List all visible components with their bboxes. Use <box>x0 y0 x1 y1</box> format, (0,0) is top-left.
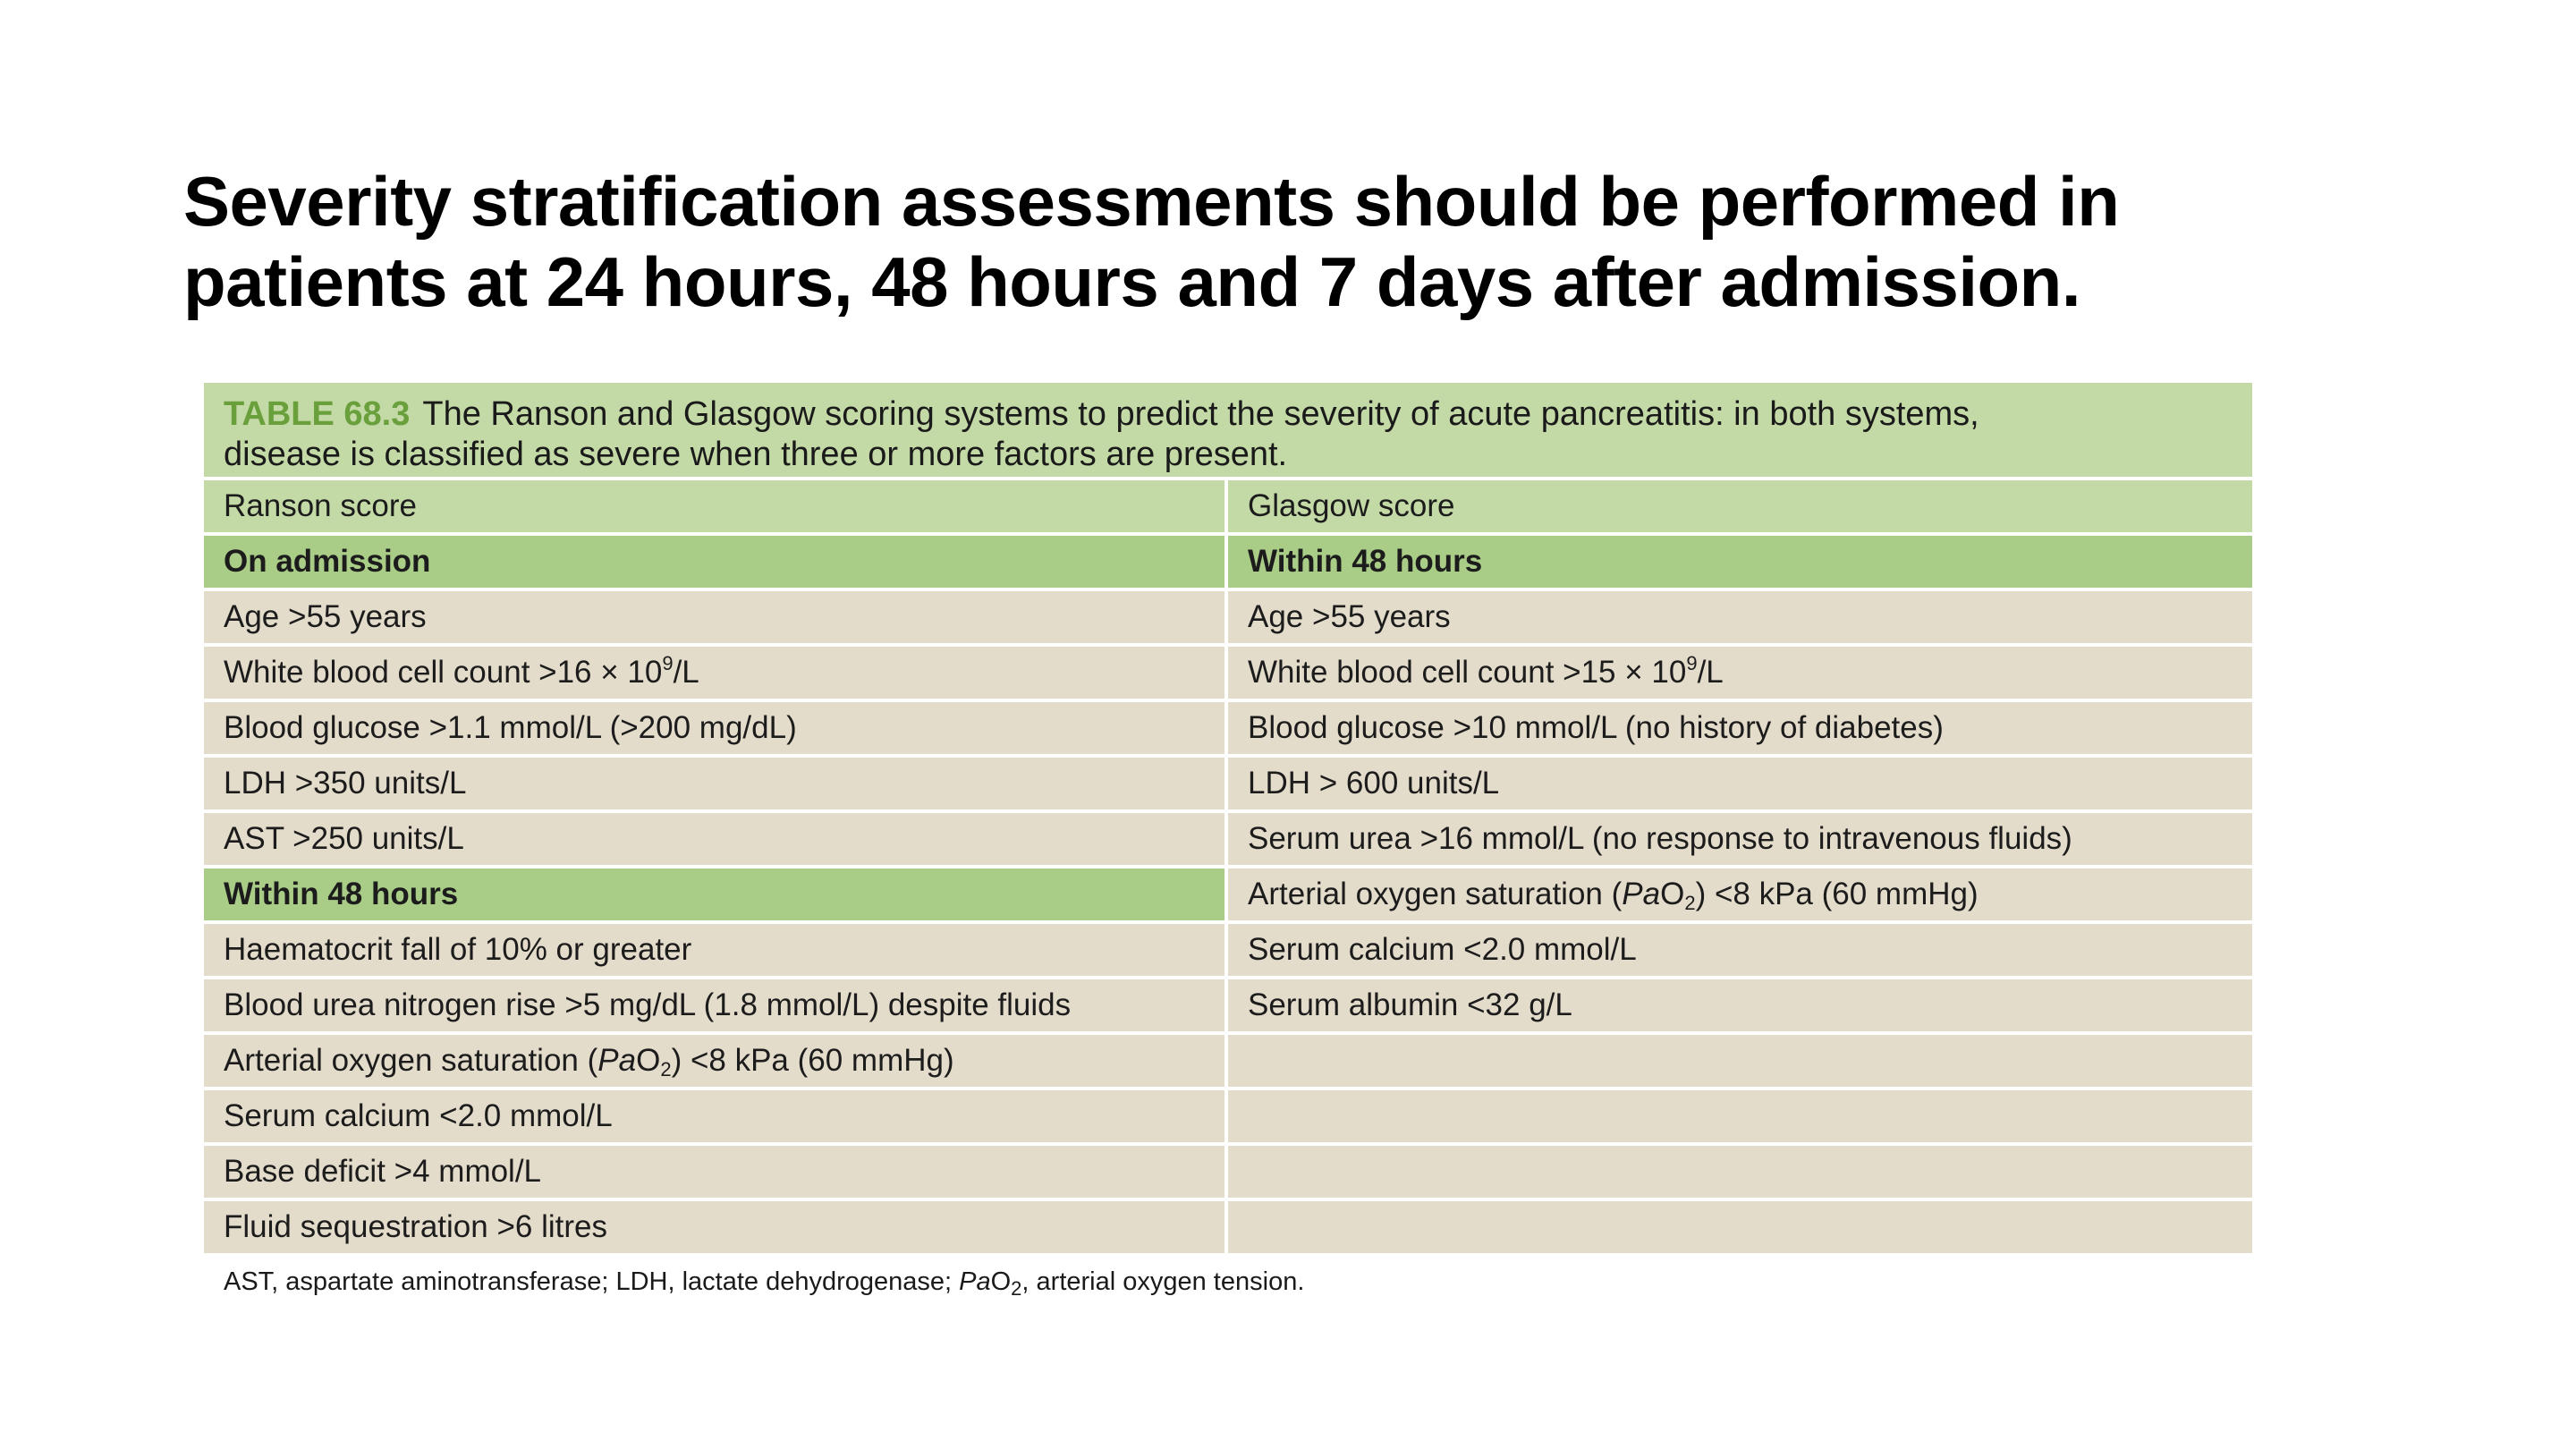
glasgow-score-header: Glasgow score <box>1228 480 2252 536</box>
table-row: Blood glucose >1.1 mmol/L (>200 mg/dL) B… <box>204 702 2252 758</box>
o-letter: O <box>990 1267 1012 1296</box>
italic-pa: Pa <box>597 1043 637 1078</box>
criterion-text: Arterial oxygen saturation ( <box>224 1043 598 1078</box>
glasgow-empty-cell <box>1228 1090 2252 1146</box>
footnote-definition: , arterial oxygen tension. <box>1021 1267 1305 1296</box>
table-row: White blood cell count >16 × 109/L White… <box>204 647 2252 702</box>
glasgow-empty-cell <box>1228 1201 2252 1257</box>
glasgow-criterion: White blood cell count >15 × 109/L <box>1228 647 2252 702</box>
glasgow-criterion: Arterial oxygen saturation (PaO2) <8 kPa… <box>1228 869 2252 924</box>
criterion-threshold: ) <8 kPa (60 mmHg) <box>1695 877 1979 911</box>
caption-line-1: The Ranson and Glasgow scoring systems t… <box>422 395 1979 433</box>
criterion-text: Arterial oxygen saturation ( <box>1248 877 1623 911</box>
ranson-section-on-admission: On admission <box>204 536 1228 591</box>
table-footnote: AST, aspartate aminotransferase; LDH, la… <box>204 1264 2252 1300</box>
score-table: Ranson score Glasgow score On admission … <box>204 480 2252 1257</box>
table-row: On admission Within 48 hours <box>204 536 2252 591</box>
glasgow-criterion: Blood glucose >10 mmol/L (no history of … <box>1228 702 2252 758</box>
table-row: Blood urea nitrogen rise >5 mg/dL (1.8 m… <box>204 979 2252 1035</box>
glasgow-criterion: Serum albumin <32 g/L <box>1228 979 2252 1035</box>
scoring-table-figure: TABLE 68.3 The Ranson and Glasgow scoring… <box>204 383 2252 1300</box>
ranson-criterion: Serum calcium <2.0 mmol/L <box>204 1090 1228 1146</box>
italic-pa: Pa <box>959 1267 991 1296</box>
ranson-score-header: Ranson score <box>204 480 1228 536</box>
o-letter: O <box>636 1043 661 1078</box>
criterion-threshold: ) <8 kPa (60 mmHg) <box>671 1043 954 1078</box>
superscript: 9 <box>1686 652 1698 674</box>
table-header-row: Ranson score Glasgow score <box>204 480 2252 536</box>
glasgow-empty-cell <box>1228 1035 2252 1090</box>
ranson-criterion: Fluid sequestration >6 litres <box>204 1201 1228 1257</box>
ranson-criterion: Blood urea nitrogen rise >5 mg/dL (1.8 m… <box>204 979 1228 1035</box>
ranson-criterion: LDH >350 units/L <box>204 758 1228 813</box>
ranson-criterion: Base deficit >4 mmol/L <box>204 1146 1228 1201</box>
ranson-section-within-48-hours: Within 48 hours <box>204 869 1228 924</box>
glasgow-criterion: LDH > 600 units/L <box>1228 758 2252 813</box>
ranson-criterion: Arterial oxygen saturation (PaO2) <8 kPa… <box>204 1035 1228 1090</box>
table-row: Base deficit >4 mmol/L <box>204 1146 2252 1201</box>
table-row: Serum calcium <2.0 mmol/L <box>204 1090 2252 1146</box>
ranson-criterion: AST >250 units/L <box>204 813 1228 869</box>
subscript: 2 <box>1011 1277 1022 1300</box>
slide-title-line-2: patients at 24 hours, 48 hours and 7 day… <box>183 242 2081 321</box>
footnote-abbreviations: AST, aspartate aminotransferase; LDH, la… <box>224 1267 960 1296</box>
criterion-text: White blood cell count >16 × 10 <box>224 655 663 690</box>
slide-title-line-1: Severity stratification assessments shou… <box>183 162 2120 241</box>
glasgow-criterion: Age >55 years <box>1228 591 2252 647</box>
ranson-criterion: Haematocrit fall of 10% or greater <box>204 924 1228 979</box>
table-row: LDH >350 units/L LDH > 600 units/L <box>204 758 2252 813</box>
ranson-criterion: Blood glucose >1.1 mmol/L (>200 mg/dL) <box>204 702 1228 758</box>
criterion-unit: /L <box>1697 655 1724 690</box>
caption-line-2: disease is classified as severe when thr… <box>224 436 1288 473</box>
table-caption: TABLE 68.3 The Ranson and Glasgow scoring… <box>204 383 2252 477</box>
criterion-unit: /L <box>673 655 699 690</box>
glasgow-criterion: Serum calcium <2.0 mmol/L <box>1228 924 2252 979</box>
glasgow-criterion: Serum urea >16 mmol/L (no response to in… <box>1228 813 2252 869</box>
o-letter: O <box>1660 877 1685 911</box>
criterion-text: White blood cell count >15 × 10 <box>1248 655 1687 690</box>
glasgow-empty-cell <box>1228 1146 2252 1201</box>
italic-pa: Pa <box>1622 877 1661 911</box>
table-row: AST >250 units/L Serum urea >16 mmol/L (… <box>204 813 2252 869</box>
table-row: Age >55 years Age >55 years <box>204 591 2252 647</box>
slide-title: Severity stratification assessments shou… <box>183 161 2419 322</box>
ranson-criterion: Age >55 years <box>204 591 1228 647</box>
table-row: Within 48 hours Arterial oxygen saturati… <box>204 869 2252 924</box>
superscript: 9 <box>662 652 674 674</box>
subscript: 2 <box>660 1058 672 1080</box>
table-number: TABLE 68.3 <box>224 395 411 433</box>
table-row: Arterial oxygen saturation (PaO2) <8 kPa… <box>204 1035 2252 1090</box>
subscript: 2 <box>1684 892 1696 914</box>
table-row: Fluid sequestration >6 litres <box>204 1201 2252 1257</box>
glasgow-section-within-48-hours: Within 48 hours <box>1228 536 2252 591</box>
table-row: Haematocrit fall of 10% or greater Serum… <box>204 924 2252 979</box>
ranson-criterion: White blood cell count >16 × 109/L <box>204 647 1228 702</box>
